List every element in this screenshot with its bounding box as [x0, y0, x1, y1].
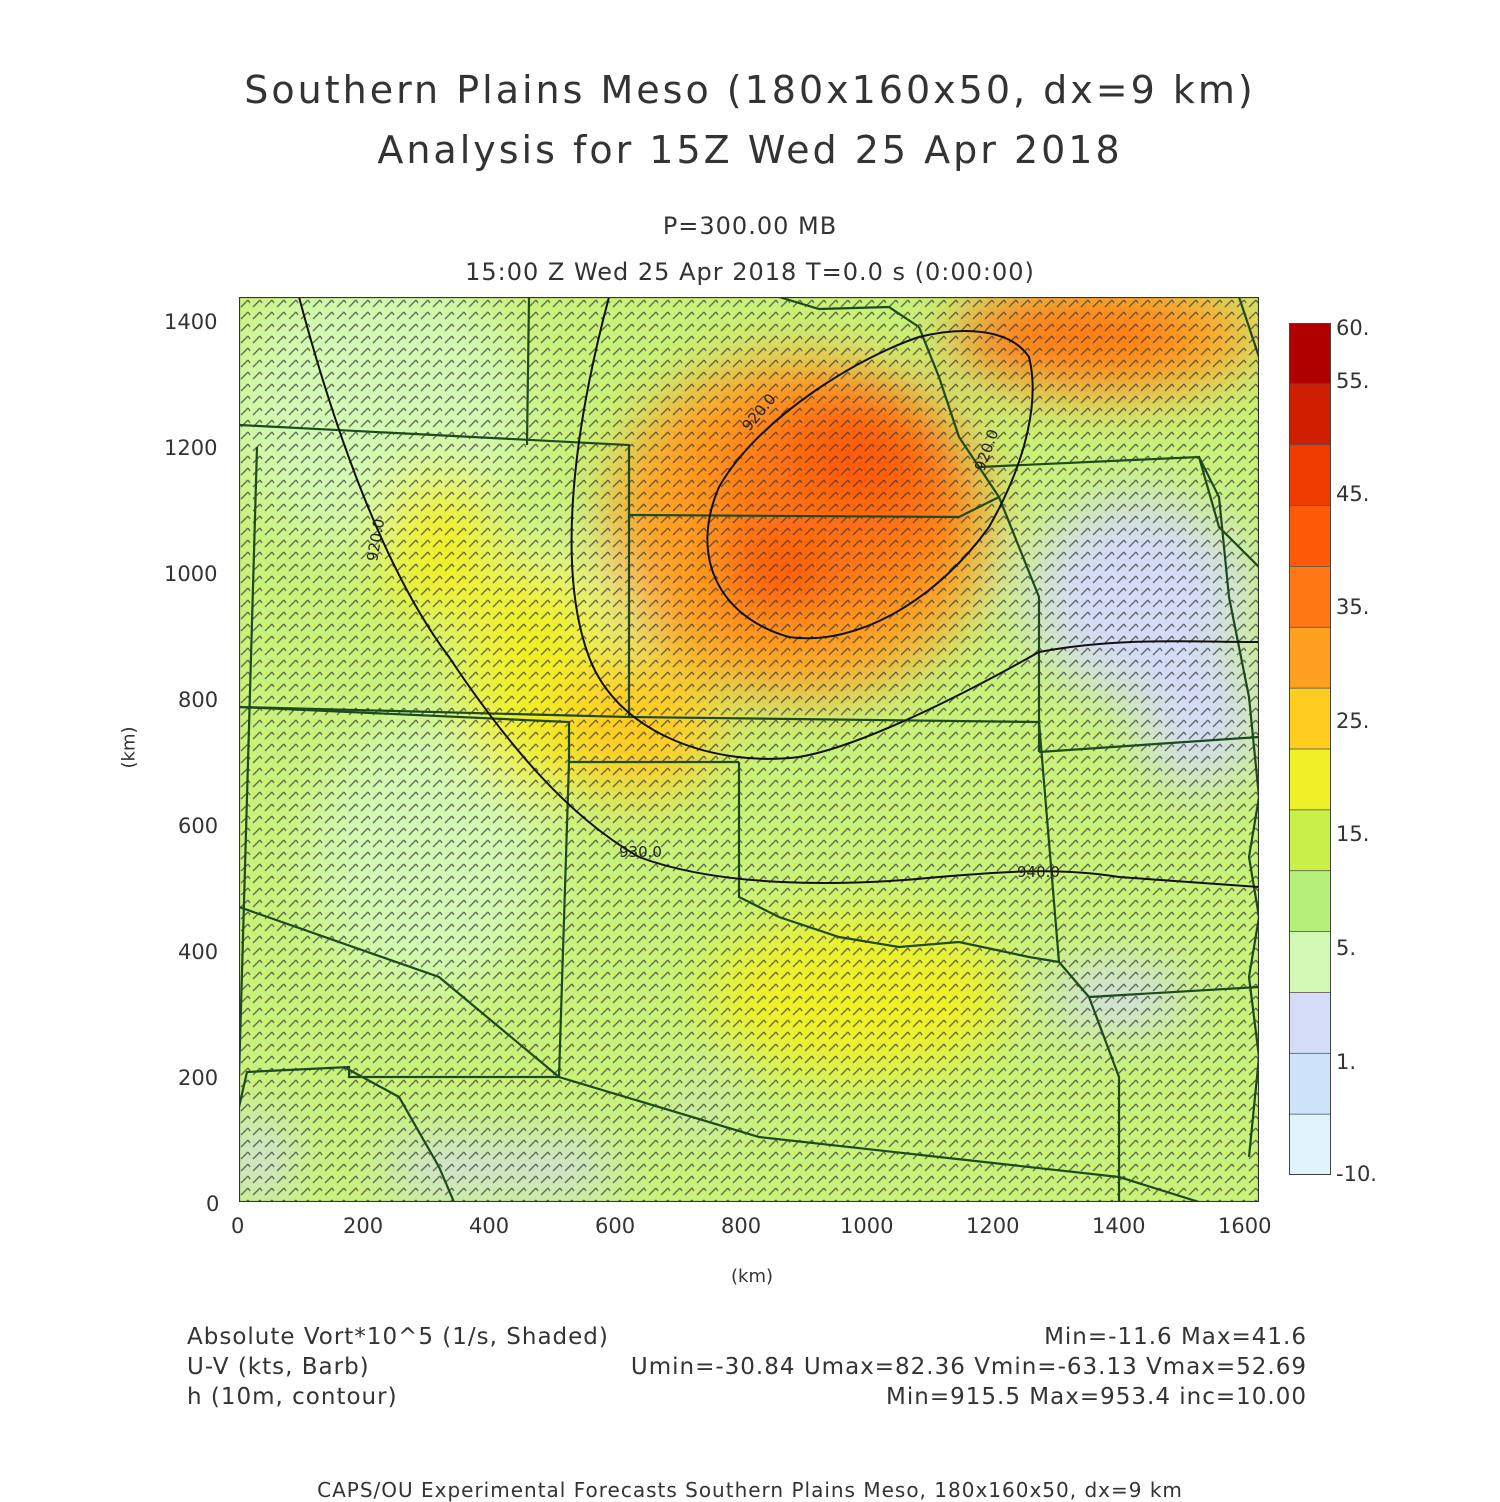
colorbar-segment [1289, 1052, 1331, 1116]
x-tick-label: 600 [595, 1214, 636, 1238]
title-line-2: Analysis for 15Z Wed 25 Apr 2018 [377, 128, 1123, 172]
colorbar-segment [1289, 809, 1331, 872]
y-tick-label: 1200 [164, 436, 218, 460]
y-tick-label: 400 [178, 940, 219, 964]
colorbar-label: 25. [1336, 709, 1370, 733]
y-tick-label: 600 [178, 814, 219, 838]
x-tick-label: 0 [231, 1214, 245, 1238]
colorbar-segment [1289, 870, 1331, 933]
contour-label: 940.0 [1017, 863, 1060, 881]
x-axis-unit: (km) [731, 1266, 774, 1287]
colorbar-label: 60. [1336, 316, 1370, 340]
map-plot: 920.0 930.0 940.0 920.0 920.0 [239, 297, 1259, 1202]
y-tick-label: 1400 [164, 310, 218, 334]
colorbar-label: -10. [1336, 1162, 1377, 1186]
y-tick-label: 800 [178, 688, 219, 712]
colorbar-segment [1289, 383, 1331, 446]
colorbar-segment [1289, 687, 1331, 750]
pressure-level: P=300.00 MB [662, 212, 838, 240]
x-tick-label: 1000 [840, 1214, 894, 1238]
colorbar-segment [1289, 931, 1331, 994]
x-tick-label: 400 [469, 1214, 510, 1238]
colorbar-segment [1289, 992, 1331, 1055]
colorbar-label: 5. [1336, 936, 1357, 960]
colorbar-segment [1289, 626, 1331, 690]
colorbar-segment [1289, 444, 1331, 507]
x-tick-label: 800 [721, 1214, 762, 1238]
colorbar-segment [1289, 748, 1331, 811]
y-tick-label: 200 [178, 1066, 219, 1090]
x-tick-label: 1200 [966, 1214, 1020, 1238]
colorbar-border [1289, 323, 1331, 1175]
colorbar-segment [1289, 1113, 1331, 1175]
field2-name: U-V (kts, Barb) [187, 1354, 370, 1380]
state-borders [239, 297, 1259, 1202]
colorbar [1289, 323, 1331, 1175]
contour-label: 930.0 [619, 843, 662, 861]
y-tick-label: 0 [206, 1192, 220, 1216]
x-tick-label: 1400 [1092, 1214, 1146, 1238]
field3-stats: Min=915.5 Max=953.4 inc=10.00 [886, 1384, 1307, 1410]
footer-credit: CAPS/OU Experimental Forecasts Southern … [317, 1478, 1183, 1502]
colorbar-label: 55. [1336, 369, 1370, 393]
colorbar-label: 45. [1336, 482, 1370, 506]
colorbar-segment [1289, 566, 1331, 629]
colorbar-label: 1. [1336, 1050, 1357, 1074]
field1-stats: Min=-11.6 Max=41.6 [1044, 1324, 1307, 1350]
y-axis-unit: (km) [118, 726, 140, 769]
field1-name: Absolute Vort*10^5 (1/s, Shaded) [187, 1324, 609, 1350]
field2-stats: Umin=-30.84 Umax=82.36 Vmin=-63.13 Vmax=… [630, 1354, 1307, 1380]
colorbar-label: 15. [1336, 822, 1370, 846]
field3-name: h (10m, contour) [187, 1384, 398, 1410]
plot-border [239, 297, 1259, 1202]
y-tick-label: 1000 [164, 562, 218, 586]
title-line-1: Southern Plains Meso (180x160x50, dx=9 k… [244, 68, 1256, 112]
x-tick-label: 1600 [1218, 1214, 1272, 1238]
colorbar-segment [1289, 323, 1331, 385]
colorbar-segment [1289, 505, 1331, 568]
height-contours [298, 297, 1259, 888]
x-tick-label: 200 [343, 1214, 384, 1238]
valid-time: 15:00 Z Wed 25 Apr 2018 T=0.0 s (0:00:00… [465, 258, 1035, 286]
colorbar-label: 35. [1336, 595, 1370, 619]
